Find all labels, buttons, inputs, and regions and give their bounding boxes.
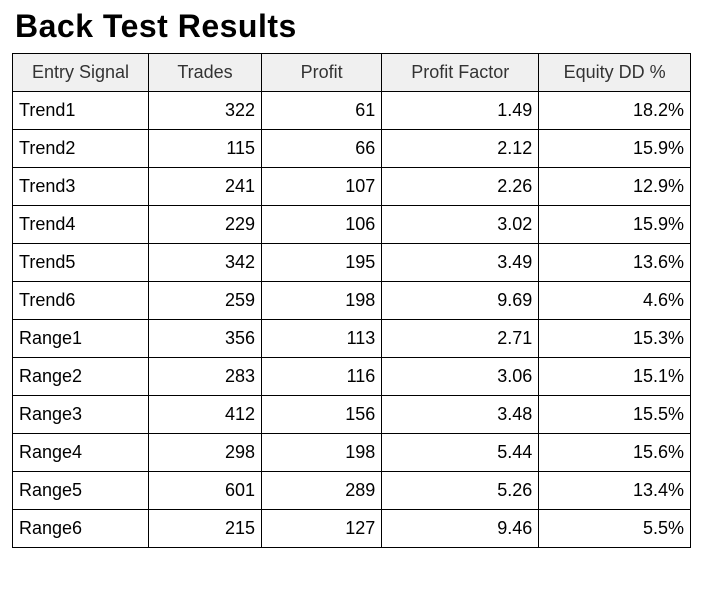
cell-pf: 5.44 [382, 434, 539, 472]
cell-pf: 3.06 [382, 358, 539, 396]
cell-pf: 2.12 [382, 130, 539, 168]
table-row: Trend1 322 61 1.49 18.2% [13, 92, 691, 130]
table-row: Range1 356 113 2.71 15.3% [13, 320, 691, 358]
col-header-profit: Profit [262, 54, 382, 92]
cell-dd: 12.9% [539, 168, 691, 206]
cell-dd: 15.3% [539, 320, 691, 358]
table-row: Range3 412 156 3.48 15.5% [13, 396, 691, 434]
cell-trades: 283 [149, 358, 262, 396]
cell-profit: 127 [262, 510, 382, 548]
table-body: Trend1 322 61 1.49 18.2% Trend2 115 66 2… [13, 92, 691, 548]
results-table: Entry Signal Trades Profit Profit Factor… [12, 53, 691, 548]
cell-trades: 298 [149, 434, 262, 472]
page-title: Back Test Results [0, 0, 704, 53]
cell-dd: 15.5% [539, 396, 691, 434]
cell-profit: 107 [262, 168, 382, 206]
cell-pf: 1.49 [382, 92, 539, 130]
table-row: Range2 283 116 3.06 15.1% [13, 358, 691, 396]
cell-profit: 198 [262, 434, 382, 472]
cell-signal: Range4 [13, 434, 149, 472]
cell-trades: 356 [149, 320, 262, 358]
cell-pf: 3.02 [382, 206, 539, 244]
cell-profit: 198 [262, 282, 382, 320]
page-container: Back Test Results Entry Signal Trades Pr… [0, 0, 704, 548]
cell-trades: 322 [149, 92, 262, 130]
cell-pf: 5.26 [382, 472, 539, 510]
cell-dd: 15.9% [539, 206, 691, 244]
cell-trades: 241 [149, 168, 262, 206]
cell-pf: 3.48 [382, 396, 539, 434]
cell-dd: 15.6% [539, 434, 691, 472]
cell-dd: 5.5% [539, 510, 691, 548]
cell-dd: 15.9% [539, 130, 691, 168]
table-row: Trend5 342 195 3.49 13.6% [13, 244, 691, 282]
table-row: Range5 601 289 5.26 13.4% [13, 472, 691, 510]
cell-signal: Range2 [13, 358, 149, 396]
cell-signal: Range6 [13, 510, 149, 548]
cell-trades: 342 [149, 244, 262, 282]
cell-profit: 113 [262, 320, 382, 358]
cell-trades: 259 [149, 282, 262, 320]
cell-dd: 4.6% [539, 282, 691, 320]
cell-trades: 229 [149, 206, 262, 244]
cell-pf: 2.26 [382, 168, 539, 206]
table-row: Trend2 115 66 2.12 15.9% [13, 130, 691, 168]
cell-trades: 115 [149, 130, 262, 168]
cell-signal: Trend3 [13, 168, 149, 206]
cell-dd: 13.4% [539, 472, 691, 510]
cell-profit: 195 [262, 244, 382, 282]
cell-profit: 116 [262, 358, 382, 396]
table-header-row: Entry Signal Trades Profit Profit Factor… [13, 54, 691, 92]
cell-profit: 156 [262, 396, 382, 434]
cell-trades: 215 [149, 510, 262, 548]
cell-signal: Trend1 [13, 92, 149, 130]
col-header-profit-factor: Profit Factor [382, 54, 539, 92]
cell-signal: Trend5 [13, 244, 149, 282]
col-header-equity-dd: Equity DD % [539, 54, 691, 92]
cell-signal: Trend4 [13, 206, 149, 244]
cell-trades: 601 [149, 472, 262, 510]
cell-signal: Range5 [13, 472, 149, 510]
cell-signal: Range1 [13, 320, 149, 358]
table-row: Range4 298 198 5.44 15.6% [13, 434, 691, 472]
cell-signal: Range3 [13, 396, 149, 434]
cell-profit: 66 [262, 130, 382, 168]
cell-dd: 15.1% [539, 358, 691, 396]
table-row: Range6 215 127 9.46 5.5% [13, 510, 691, 548]
cell-dd: 13.6% [539, 244, 691, 282]
cell-profit: 106 [262, 206, 382, 244]
cell-profit: 61 [262, 92, 382, 130]
cell-signal: Trend6 [13, 282, 149, 320]
table-row: Trend3 241 107 2.26 12.9% [13, 168, 691, 206]
cell-trades: 412 [149, 396, 262, 434]
col-header-entry-signal: Entry Signal [13, 54, 149, 92]
cell-profit: 289 [262, 472, 382, 510]
cell-pf: 2.71 [382, 320, 539, 358]
col-header-trades: Trades [149, 54, 262, 92]
cell-pf: 9.46 [382, 510, 539, 548]
cell-dd: 18.2% [539, 92, 691, 130]
cell-pf: 3.49 [382, 244, 539, 282]
table-row: Trend6 259 198 9.69 4.6% [13, 282, 691, 320]
table-row: Trend4 229 106 3.02 15.9% [13, 206, 691, 244]
cell-pf: 9.69 [382, 282, 539, 320]
cell-signal: Trend2 [13, 130, 149, 168]
